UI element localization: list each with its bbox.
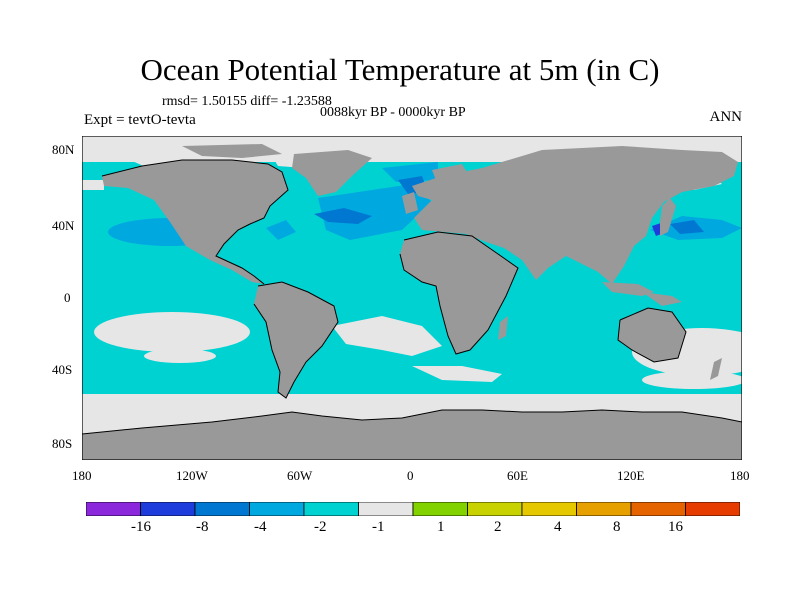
minus-4-to-minus-8-regions bbox=[314, 176, 704, 234]
colorbar-box bbox=[630, 502, 686, 516]
colorbar-label-minus-1: -1 bbox=[372, 519, 385, 535]
season-label: ANN bbox=[709, 109, 743, 125]
colorbar-box bbox=[358, 502, 414, 516]
colorbar-label-2: 2 bbox=[494, 519, 502, 535]
colorbar-label-minus-16: -16 bbox=[131, 519, 151, 535]
lon-label-180e: 180 bbox=[730, 468, 750, 483]
colorbar-box bbox=[194, 502, 250, 516]
lon-label-60w: 60W bbox=[287, 468, 313, 483]
colorbar-box bbox=[521, 502, 577, 516]
colorbar-label-1: 1 bbox=[437, 519, 445, 535]
land-masses bbox=[82, 144, 742, 460]
lat-label-80n: 80N bbox=[52, 142, 75, 157]
lon-label-60e: 60E bbox=[507, 468, 528, 483]
world-map bbox=[82, 136, 742, 460]
colorbar-box bbox=[685, 502, 740, 516]
colorbar-box bbox=[303, 502, 359, 516]
colorbar-box bbox=[249, 502, 305, 516]
colorbar-label-minus-8: -8 bbox=[196, 519, 209, 535]
lon-label-120w: 120W bbox=[176, 468, 208, 483]
colorbar-box bbox=[467, 502, 523, 516]
lat-label-40s: 40S bbox=[52, 362, 73, 377]
colorbar-label-16: 16 bbox=[668, 519, 683, 535]
lon-label-180w: 180 bbox=[72, 468, 92, 483]
colorbar-box bbox=[86, 502, 141, 516]
coastlines bbox=[82, 159, 742, 435]
colorbar-box bbox=[412, 502, 468, 516]
lon-label-120e: 120E bbox=[617, 468, 645, 483]
colorbar bbox=[86, 502, 740, 516]
colorbar-box bbox=[140, 502, 196, 516]
colorbar-label-minus-4: -4 bbox=[254, 519, 267, 535]
map-title: Ocean Potential Temperature at 5m (in C) bbox=[140, 52, 660, 87]
lat-label-0: 0 bbox=[64, 290, 71, 305]
colorbar-label-minus-2: -2 bbox=[314, 519, 327, 535]
experiment-label: Expt = tevtO-tevta bbox=[84, 112, 196, 128]
colorbar-box bbox=[576, 502, 632, 516]
colorbar-label-8: 8 bbox=[613, 519, 621, 535]
lat-label-80s: 80S bbox=[52, 436, 73, 451]
lat-label-40n: 40N bbox=[52, 218, 75, 233]
colorbar-label-4: 4 bbox=[554, 519, 562, 535]
lon-label-0: 0 bbox=[407, 468, 414, 483]
time-period-label: 0088kyr BP - 0000kyr BP bbox=[320, 105, 466, 120]
rmsd-diff-stats: rmsd= 1.50155 diff= -1.23588 bbox=[162, 94, 332, 109]
